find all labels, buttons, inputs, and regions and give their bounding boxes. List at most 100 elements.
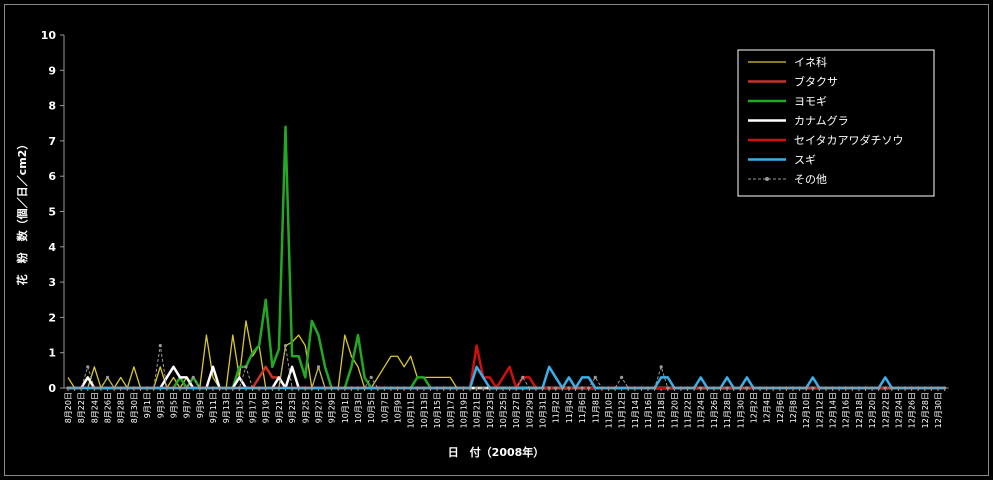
series-marker xyxy=(283,344,288,348)
series-marker xyxy=(138,386,143,390)
x-tick-label: 9月11日 xyxy=(209,392,218,423)
series-marker xyxy=(244,365,248,369)
series-marker xyxy=(191,375,195,380)
x-tick-label: 10月7日 xyxy=(380,392,389,423)
x-tick-label: 8月30日 xyxy=(130,392,139,423)
series-marker xyxy=(587,386,591,390)
series-marker xyxy=(870,386,874,390)
series-marker xyxy=(758,386,762,390)
x-tick-label: 10月15日 xyxy=(433,392,442,428)
x-tick-label: 12月14日 xyxy=(829,392,838,428)
series-marker xyxy=(145,386,149,390)
series-marker xyxy=(99,386,103,390)
series-marker xyxy=(725,386,729,390)
series-marker xyxy=(72,386,77,390)
series-marker xyxy=(573,386,578,390)
series-marker xyxy=(633,386,637,390)
series-marker xyxy=(890,386,894,390)
series-marker xyxy=(692,386,696,390)
series-marker xyxy=(310,386,314,390)
series-marker xyxy=(204,386,209,390)
x-tick-label: 12月8日 xyxy=(789,392,798,423)
series-marker xyxy=(86,365,90,369)
series-marker xyxy=(916,386,920,390)
series-marker xyxy=(125,386,129,390)
series-marker xyxy=(369,375,373,380)
series-marker xyxy=(330,386,334,390)
x-tick-label: 10月11日 xyxy=(407,392,416,428)
x-tick-label: 11月10日 xyxy=(604,392,613,428)
x-tick-label: 9月1日 xyxy=(143,392,152,418)
x-tick-label: 9月15日 xyxy=(235,392,244,423)
series-marker xyxy=(362,386,367,390)
x-tick-label: 11月22日 xyxy=(684,392,693,428)
series-marker xyxy=(409,386,413,390)
x-tick-label: 11月24日 xyxy=(697,392,706,428)
series-marker xyxy=(738,386,742,390)
series-marker xyxy=(877,386,881,390)
series-marker xyxy=(699,386,703,390)
x-tick-label: 10月31日 xyxy=(539,392,548,428)
series-marker xyxy=(883,386,887,390)
x-tick-label: 12月6日 xyxy=(776,392,785,423)
series-marker xyxy=(705,386,709,390)
series-marker xyxy=(422,386,426,390)
x-tick-label: 11月14日 xyxy=(631,392,640,428)
series-marker xyxy=(211,386,215,390)
x-tick-label: 11月20日 xyxy=(670,392,679,428)
x-tick-label: 9月7日 xyxy=(183,392,192,418)
x-tick-label: 10月13日 xyxy=(420,392,429,428)
series-marker xyxy=(850,386,854,390)
x-tick-label: 12月18日 xyxy=(855,392,864,428)
series-marker xyxy=(79,386,83,390)
legend-label: スギ xyxy=(794,154,816,167)
series-marker xyxy=(376,386,380,390)
y-tick-label: 10 xyxy=(41,29,57,42)
x-tick-label: 9月19日 xyxy=(262,392,271,423)
legend-label: ヨモギ xyxy=(794,95,827,108)
series-marker xyxy=(560,386,564,390)
x-tick-label: 12月24日 xyxy=(894,392,903,428)
x-tick-label: 12月22日 xyxy=(881,392,890,428)
x-axis-label: 日 付（2008年） xyxy=(448,445,545,459)
x-tick-label: 11月16日 xyxy=(644,392,653,428)
series-marker xyxy=(250,386,255,390)
x-tick-label: 10月23日 xyxy=(486,392,495,428)
series-marker xyxy=(237,386,241,390)
series-marker xyxy=(415,386,419,390)
series-marker xyxy=(652,386,657,390)
x-tick-label: 12月28日 xyxy=(921,392,930,428)
series-marker xyxy=(844,386,848,390)
series-marker xyxy=(501,386,505,390)
x-tick-label: 8月26日 xyxy=(104,392,113,423)
x-tick-label: 11月12日 xyxy=(618,392,627,428)
x-tick-label: 9月13日 xyxy=(222,392,231,423)
series-marker xyxy=(105,375,110,380)
series-marker xyxy=(224,386,228,390)
x-tick-label: 10月29日 xyxy=(525,392,534,428)
x-tick-label: 11月2日 xyxy=(552,392,561,423)
series-marker xyxy=(448,386,452,390)
x-tick-label: 10月17日 xyxy=(446,392,455,428)
legend-label: カナムグラ xyxy=(794,114,849,128)
x-tick-label: 11月26日 xyxy=(710,392,719,428)
series-marker xyxy=(554,386,558,390)
series-marker xyxy=(382,386,386,390)
x-tick-label: 10月1日 xyxy=(341,392,350,423)
x-tick-label: 12月2日 xyxy=(749,392,758,423)
x-tick-label: 12月20日 xyxy=(868,392,877,428)
series-marker xyxy=(718,386,723,390)
x-tick-label: 11月8日 xyxy=(591,392,600,423)
y-tick-label: 5 xyxy=(48,206,56,219)
series-marker xyxy=(613,386,617,390)
y-tick-label: 8 xyxy=(48,100,56,113)
x-tick-label: 12月10日 xyxy=(802,392,811,428)
series-marker xyxy=(547,386,551,390)
x-tick-label: 12月16日 xyxy=(842,392,851,428)
series-marker xyxy=(468,386,472,390)
series-marker xyxy=(231,386,235,390)
series-marker xyxy=(316,365,321,369)
x-tick-label: 9月5日 xyxy=(169,392,178,418)
y-tick-label: 6 xyxy=(48,170,56,183)
